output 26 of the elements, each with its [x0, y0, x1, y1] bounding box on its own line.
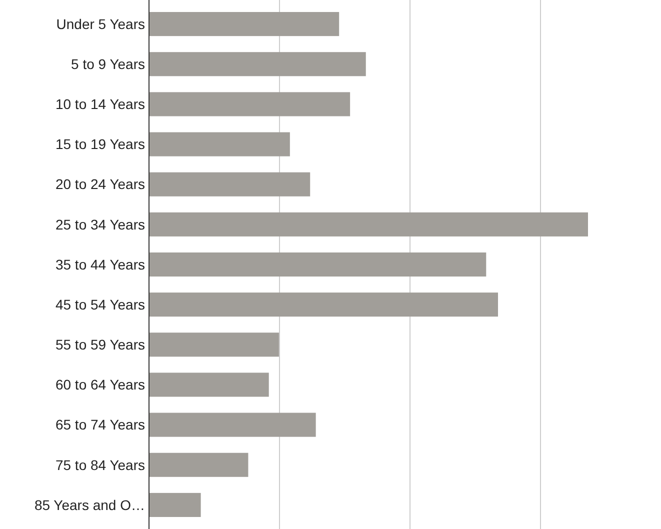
bar [149, 452, 248, 477]
bar [149, 52, 366, 76]
bar [149, 212, 588, 236]
bar [149, 252, 486, 277]
bar [149, 172, 310, 196]
y-tick-label: 55 to 59 Years [55, 336, 145, 353]
y-tick-label: 65 to 74 Years [55, 416, 145, 433]
y-tick-label: Under 5 Years [56, 16, 145, 32]
y-tick-label: 20 to 24 Years [55, 176, 145, 192]
bar [149, 372, 269, 397]
y-tick-label: 85 Years and O… [34, 496, 145, 513]
bar [149, 492, 201, 517]
y-tick-label: 35 to 44 Years [55, 256, 145, 272]
y-tick-label: 45 to 54 Years [55, 296, 145, 312]
y-tick-label: 60 to 64 Years [55, 376, 145, 393]
bar [149, 92, 350, 116]
bar [149, 332, 279, 357]
y-tick-label: 10 to 14 Years [55, 96, 145, 112]
y-tick-label: 25 to 34 Years [55, 216, 145, 232]
y-tick-label: 75 to 84 Years [55, 456, 145, 473]
bar [149, 12, 340, 36]
bar [149, 292, 498, 317]
y-tick-label: 15 to 19 Years [55, 136, 145, 152]
bar [149, 132, 290, 156]
y-tick-label: 5 to 9 Years [71, 56, 145, 72]
bar [149, 412, 316, 437]
